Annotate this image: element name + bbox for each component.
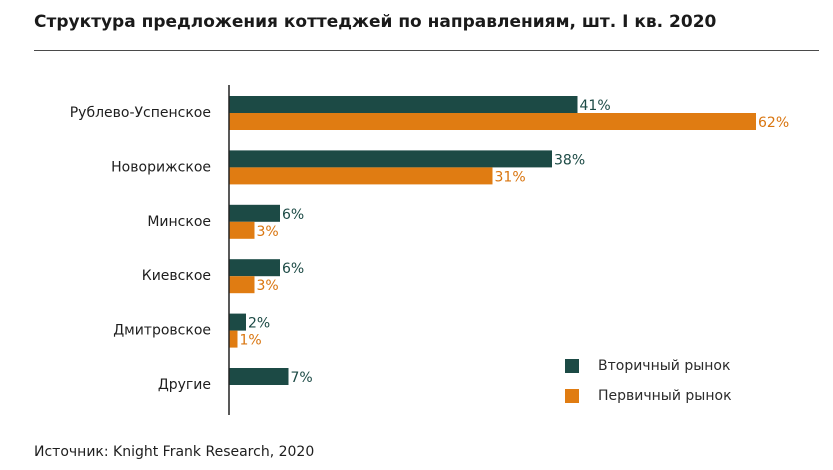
category-label: Другие xyxy=(158,377,211,393)
bar-secondary xyxy=(229,96,578,113)
data-label: 62% xyxy=(758,115,789,131)
data-label: 38% xyxy=(554,152,585,168)
bar-primary xyxy=(229,167,493,185)
chart-title: Структура предложения коттеджей по напра… xyxy=(34,12,717,32)
category-label: Дмитровское xyxy=(113,323,211,339)
bar-primary xyxy=(229,276,255,294)
bar-secondary xyxy=(229,259,280,277)
data-label: 3% xyxy=(257,278,279,294)
bar-primary xyxy=(229,221,255,239)
legend-item-primary: Первичный рынок xyxy=(565,388,732,404)
bar-primary xyxy=(229,330,238,348)
source-note: Источник: Knight Frank Research, 2020 xyxy=(34,444,315,460)
title-divider xyxy=(34,50,819,51)
category-label: Рублево-Успенское xyxy=(70,105,211,121)
bar-secondary xyxy=(229,150,552,168)
category-label: Новорижское xyxy=(111,159,211,175)
legend-swatch-secondary xyxy=(565,359,579,373)
data-label: 2% xyxy=(248,316,270,332)
legend: Вторичный рынок Первичный рынок xyxy=(565,358,732,418)
data-label: 1% xyxy=(240,333,262,349)
data-label: 6% xyxy=(282,207,304,223)
data-label: 41% xyxy=(580,98,611,114)
legend-item-secondary: Вторичный рынок xyxy=(565,358,732,374)
bar-secondary xyxy=(229,204,280,222)
category-label: Минское xyxy=(147,214,211,230)
legend-label-primary: Первичный рынок xyxy=(598,388,732,404)
bar-secondary xyxy=(229,368,289,385)
bar-secondary xyxy=(229,313,246,331)
data-label: 31% xyxy=(495,169,526,185)
data-label: 6% xyxy=(282,261,304,277)
category-label: Киевское xyxy=(142,268,211,284)
legend-label-secondary: Вторичный рынок xyxy=(598,358,731,374)
legend-swatch-primary xyxy=(565,389,579,403)
data-label: 7% xyxy=(291,370,313,386)
data-label: 3% xyxy=(257,224,279,240)
bar-primary xyxy=(229,113,756,130)
